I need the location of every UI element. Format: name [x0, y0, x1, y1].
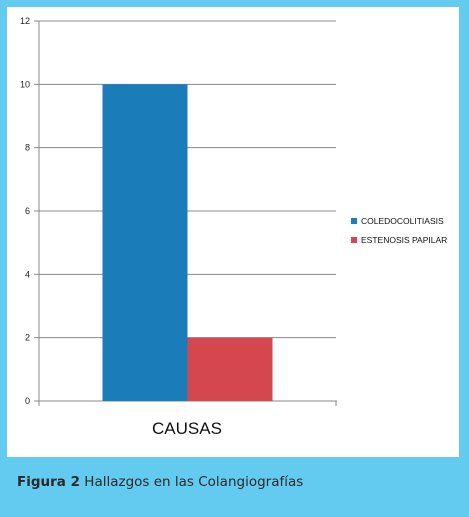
chart-panel: 0 2 4 6 8 10 12 CAUSAS COLEDOCOLITIASIS ESTENOS…	[7, 7, 459, 457]
legend-label-1: COLEDOCOLITIASIS	[361, 216, 444, 226]
bar-coledocolitiasis	[102, 84, 188, 401]
figure-caption: Figura 2 Hallazgos en las Colangiografía…	[17, 474, 303, 490]
y-tick-label-6: 6	[25, 206, 30, 216]
y-tick-label-4: 4	[25, 269, 30, 279]
caption-figure-label: Figura 2	[17, 474, 80, 490]
bars	[102, 84, 273, 401]
bar-estenosis-papilar	[187, 337, 273, 401]
legend-swatch-2	[351, 237, 357, 243]
legend-label-2: ESTENOSIS PAPILAR	[361, 235, 447, 245]
legend: COLEDOCOLITIASIS ESTENOSIS PAPILAR	[351, 216, 447, 245]
y-tick-label-2: 2	[25, 333, 30, 343]
x-axis-label: CAUSAS	[152, 419, 222, 438]
y-tick-label-8: 8	[25, 143, 30, 153]
caption-text: Hallazgos en las Colangiografías	[84, 474, 304, 490]
y-tick-label-0: 0	[25, 396, 30, 406]
legend-swatch-1	[351, 218, 357, 224]
y-tick-labels: 0 2 4 6 8 10 12	[20, 16, 30, 406]
y-tick-label-10: 10	[20, 79, 30, 89]
bar-chart: 0 2 4 6 8 10 12 CAUSAS COLEDOCOLITIASIS ESTENOS…	[20, 16, 447, 438]
y-tick-label-12: 12	[20, 16, 30, 26]
